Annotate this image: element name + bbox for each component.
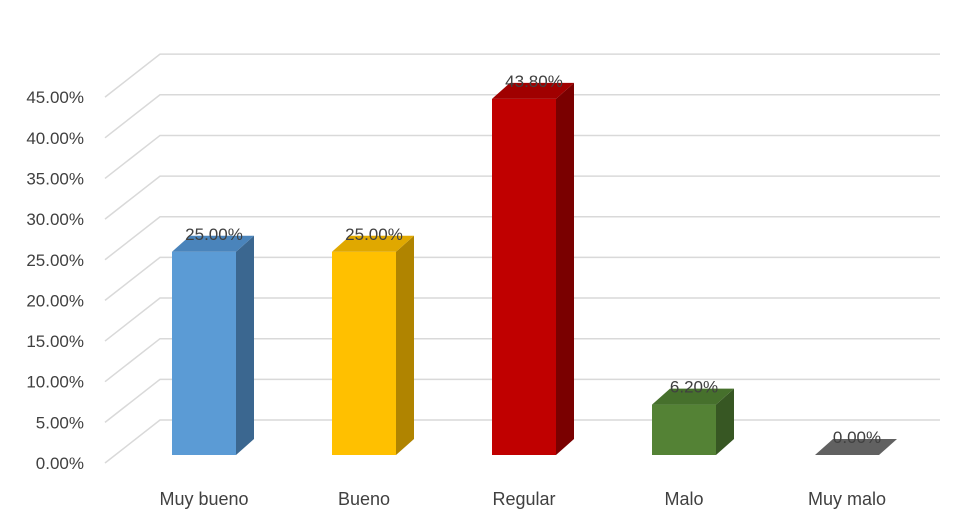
data-label: 6.20% [670,378,718,397]
bar-muy-bueno [172,235,254,455]
bar-front [332,251,396,455]
gridline [104,94,940,139]
bar-top [652,388,734,405]
bar-top [172,235,254,252]
x-category-label: Muy bueno [159,489,248,509]
gridlines [104,53,940,464]
y-tick-label: 40.00% [26,129,84,148]
bar-side [396,235,414,455]
y-tick-label: 25.00% [26,251,84,270]
bars [172,82,897,455]
bar-malo [652,388,734,455]
y-tick-label: 45.00% [26,88,84,107]
gridline [104,337,940,383]
y-tick-label: 35.00% [26,169,84,188]
y-tick-label: 10.00% [26,373,84,392]
gridline [104,134,940,180]
data-label: 0.00% [833,428,881,447]
x-category-label: Regular [492,489,555,509]
bar-front [652,404,716,455]
data-label: 25.00% [345,225,403,244]
y-axis-ticks: 0.00% 5.00% 10.00% 15.00% 20.00% 25.00% 30.00%… [26,88,84,473]
gridline [104,53,940,98]
bar-front [492,98,556,455]
x-category-label: Muy malo [808,489,886,509]
bar-regular [492,82,574,455]
gridline [104,297,940,342]
x-category-label: Bueno [338,489,390,509]
bar-bueno [332,235,414,455]
y-tick-label: 0.00% [36,454,84,473]
bar-top [332,235,414,252]
gridline [104,175,940,220]
data-label: 25.00% [185,225,243,244]
bar-top [492,82,574,99]
gridline [104,216,940,261]
y-tick-label: 15.00% [26,332,84,351]
data-label: 43.80% [505,72,563,91]
bar-side [716,388,734,455]
bar-side [556,82,574,455]
x-category-label: Malo [664,489,703,509]
gridline [104,378,940,423]
gridline [104,256,940,301]
bar-muy-malo [815,439,897,455]
x-axis-categories: Muy bueno Bueno Regular Malo Muy malo [159,489,886,509]
data-labels: 25.00% 25.00% 43.80% 6.20% 0.00% [185,72,881,447]
bar-top [815,439,897,455]
bar-side [236,235,254,455]
y-tick-label: 30.00% [26,210,84,229]
y-tick-label: 20.00% [26,291,84,310]
y-tick-label: 5.00% [36,413,84,432]
bar-front [172,251,236,455]
